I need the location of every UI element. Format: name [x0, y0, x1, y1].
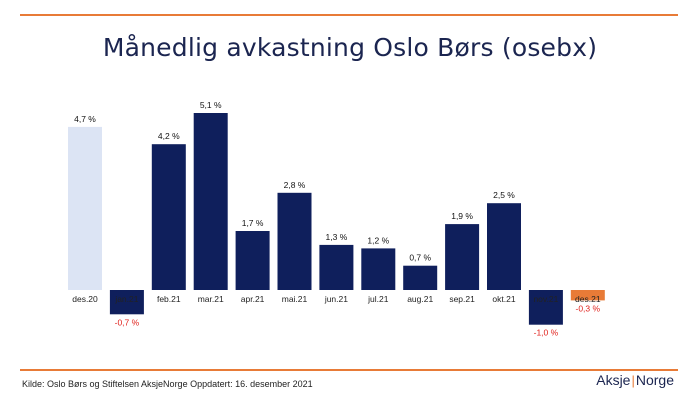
category-label: feb.21	[157, 294, 181, 304]
bar-jul.21	[361, 248, 396, 290]
bar-mar.21	[193, 113, 228, 290]
value-label: 0,7 %	[409, 253, 431, 263]
top-accent-rule	[20, 14, 678, 16]
category-label: mar.21	[198, 294, 224, 304]
value-label: 2,8 %	[284, 180, 306, 190]
value-label: 1,3 %	[326, 232, 348, 242]
category-label: des.20	[72, 294, 98, 304]
value-label: 1,7 %	[242, 218, 264, 228]
bar-sep.21	[445, 224, 480, 290]
category-label: jul.21	[367, 294, 389, 304]
logo-separator: |	[631, 373, 635, 388]
bar-jun.21	[319, 244, 354, 290]
value-label: 2,5 %	[493, 190, 515, 200]
category-label: nov.21	[533, 294, 558, 304]
category-label: mai.21	[282, 294, 308, 304]
value-label: 4,7 %	[74, 114, 96, 124]
bar-okt.21	[487, 203, 521, 290]
category-label: okt.21	[492, 294, 515, 304]
bar-nov.21	[528, 290, 563, 325]
aksjenorge-logo: Aksje|Norge	[596, 372, 674, 388]
bar-feb.21	[151, 144, 186, 290]
value-label: -1,0 %	[534, 328, 559, 338]
bottom-accent-rule	[20, 369, 678, 371]
value-label: -0,3 %	[576, 303, 601, 313]
value-labels-group: 4,7 % -0,7 % 4,2 % 5,1 % 1,7 % 2,8 % 1,3 % 1,2 …	[74, 100, 600, 338]
source-note: Kilde: Oslo Børs og Stiftelsen AksjeNorg…	[22, 379, 313, 389]
bar-apr.21	[235, 231, 270, 290]
chart-title: Månedlig avkastning Oslo Børs (osebx)	[102, 33, 598, 62]
value-label: 1,2 %	[367, 235, 389, 245]
category-label: apr.21	[241, 294, 265, 304]
value-label: 1,9 %	[451, 211, 473, 221]
logo-text-left: Aksje	[596, 372, 631, 388]
bar-jan.21	[109, 290, 144, 315]
bar-des.21	[570, 290, 605, 301]
value-label: 5,1 %	[200, 100, 222, 110]
category-label: aug.21	[407, 294, 433, 304]
bars-group	[68, 113, 605, 325]
category-label: jun.21	[324, 294, 348, 304]
value-label: -0,7 %	[115, 317, 140, 327]
bar-des.20	[68, 126, 102, 291]
category-label: sep.21	[449, 294, 475, 304]
category-label: jan.21	[114, 294, 138, 304]
value-label: 4,2 %	[158, 131, 180, 141]
bar-aug.21	[403, 265, 438, 290]
category-label: des.21	[575, 294, 601, 304]
bar-mai.21	[277, 192, 312, 290]
logo-text-right: Norge	[635, 372, 674, 388]
category-labels-group: des.20 jan.21 feb.21 mar.21 apr.21 mai.21 jun.…	[72, 294, 601, 304]
